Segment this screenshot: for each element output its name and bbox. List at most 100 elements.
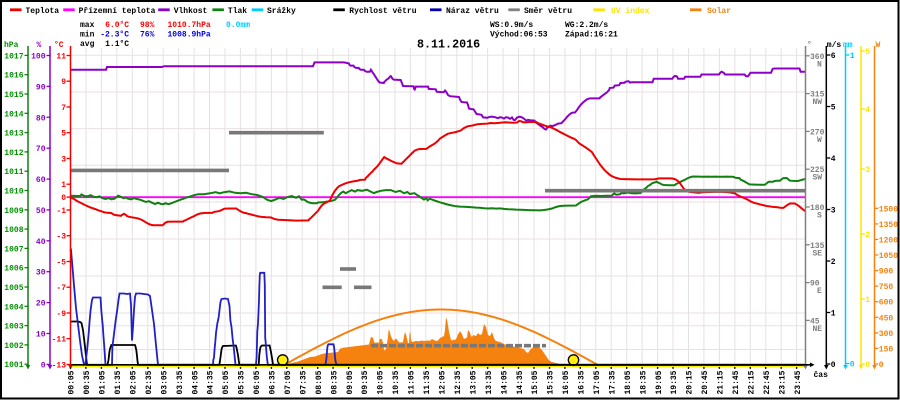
svg-text:%: %: [37, 41, 42, 50]
svg-text:19:35: 19:35: [670, 370, 679, 394]
svg-text:11:05: 11:05: [408, 370, 417, 394]
svg-text:NE: NE: [813, 325, 823, 334]
svg-text:03:05: 03:05: [160, 370, 169, 394]
svg-text:60: 60: [36, 176, 46, 185]
svg-text:2: 2: [865, 231, 870, 240]
svg-text:02:05: 02:05: [130, 370, 139, 394]
svg-text:50: 50: [36, 207, 46, 216]
svg-text:09:35: 09:35: [361, 370, 370, 394]
svg-text:11: 11: [56, 53, 66, 62]
svg-text:°C: °C: [54, 41, 64, 50]
svg-text:1: 1: [831, 310, 836, 319]
svg-text:E: E: [817, 287, 822, 296]
svg-text:14:05: 14:05: [500, 370, 509, 394]
svg-text:18:05: 18:05: [624, 370, 633, 394]
svg-text:270: 270: [810, 128, 825, 137]
svg-text:6.0°C: 6.0°C: [105, 21, 129, 30]
svg-text:4: 4: [865, 106, 870, 115]
svg-text:02:35: 02:35: [145, 370, 154, 394]
svg-text:5: 5: [831, 104, 836, 113]
svg-text:9: 9: [61, 78, 66, 87]
svg-text:09:05: 09:05: [346, 370, 355, 394]
svg-text:1.1°C: 1.1°C: [105, 40, 129, 49]
svg-text:750: 750: [879, 283, 894, 292]
svg-text:1008: 1008: [4, 226, 23, 235]
svg-text:450: 450: [879, 314, 894, 323]
svg-text:8.11.2016: 8.11.2016: [417, 38, 480, 52]
svg-text:00:05: 00:05: [68, 370, 77, 394]
svg-text:20:45: 20:45: [701, 370, 710, 394]
svg-text:1008.9hPa: 1008.9hPa: [168, 31, 211, 40]
svg-text:°: °: [807, 41, 812, 50]
svg-text:76%: 76%: [140, 31, 155, 40]
svg-text:23:15: 23:15: [778, 370, 787, 394]
svg-text:23:45: 23:45: [794, 370, 803, 394]
svg-text:1016: 1016: [4, 72, 23, 81]
svg-text:0: 0: [61, 194, 66, 203]
svg-text:Východ:06:53: Východ:06:53: [490, 31, 548, 40]
svg-text:čas: čas: [814, 371, 829, 380]
svg-text:avg: avg: [80, 40, 95, 49]
svg-text:max: max: [80, 21, 95, 30]
svg-text:2: 2: [831, 258, 836, 267]
svg-text:900: 900: [879, 268, 894, 277]
svg-text:1012: 1012: [4, 149, 23, 158]
svg-text:Rychlost větru: Rychlost větru: [349, 7, 416, 16]
svg-text:90: 90: [810, 280, 820, 289]
svg-text:05:35: 05:35: [238, 370, 247, 394]
svg-text:01:35: 01:35: [114, 370, 123, 394]
svg-text:10:05: 10:05: [377, 370, 386, 394]
svg-text:7: 7: [61, 104, 66, 113]
svg-text:5: 5: [865, 48, 870, 57]
svg-text:-1: -1: [56, 207, 66, 216]
svg-text:21:15: 21:15: [717, 370, 726, 394]
svg-text:45: 45: [810, 317, 820, 326]
svg-text:1: 1: [850, 52, 855, 61]
svg-text:1001: 1001: [4, 361, 23, 370]
svg-text:180: 180: [810, 204, 825, 213]
svg-text:1010.7hPa: 1010.7hPa: [168, 21, 211, 30]
svg-text:100: 100: [31, 53, 46, 62]
svg-text:W: W: [876, 41, 881, 50]
svg-text:1007: 1007: [4, 245, 23, 254]
svg-text:3: 3: [831, 207, 836, 216]
svg-text:90: 90: [36, 83, 46, 92]
svg-text:Směr větru: Směr větru: [524, 7, 572, 16]
svg-text:1011: 1011: [4, 168, 23, 177]
svg-text:04:05: 04:05: [191, 370, 200, 394]
svg-text:225: 225: [810, 166, 825, 175]
svg-text:1013: 1013: [4, 130, 23, 139]
svg-text:13:35: 13:35: [485, 370, 494, 394]
svg-text:5: 5: [61, 130, 66, 139]
svg-text:Západ:16:21: Západ:16:21: [565, 31, 618, 40]
svg-text:WG:2.2m/s: WG:2.2m/s: [565, 21, 608, 30]
svg-text:1004: 1004: [4, 303, 23, 312]
svg-text:3: 3: [61, 156, 66, 165]
svg-text:0: 0: [879, 361, 884, 370]
svg-text:S: S: [817, 212, 822, 221]
svg-text:m/s: m/s: [827, 41, 842, 50]
svg-text:135: 135: [810, 242, 825, 251]
svg-text:1200: 1200: [879, 236, 898, 245]
svg-text:1050: 1050: [879, 252, 898, 261]
svg-text:315: 315: [810, 91, 825, 100]
svg-text:Přízemní teplota: Přízemní teplota: [79, 7, 156, 16]
svg-text:1003: 1003: [4, 323, 23, 332]
svg-text:0: 0: [41, 361, 46, 370]
svg-text:80: 80: [36, 114, 46, 123]
svg-text:22:45: 22:45: [763, 370, 772, 394]
svg-text:10:35: 10:35: [392, 370, 401, 394]
svg-text:0: 0: [865, 361, 870, 370]
svg-text:hPa: hPa: [4, 41, 19, 50]
svg-text:-3: -3: [56, 233, 66, 242]
svg-text:1009: 1009: [4, 207, 23, 216]
svg-text:1: 1: [865, 296, 870, 305]
svg-text:UV index: UV index: [611, 7, 650, 16]
svg-text:17:35: 17:35: [609, 370, 618, 394]
svg-text:-5: -5: [56, 259, 66, 268]
svg-text:15:05: 15:05: [531, 370, 540, 394]
svg-text:-7: -7: [56, 284, 66, 293]
svg-text:600: 600: [879, 299, 894, 308]
svg-text:15:35: 15:35: [547, 370, 556, 394]
svg-text:17:05: 17:05: [593, 370, 602, 394]
